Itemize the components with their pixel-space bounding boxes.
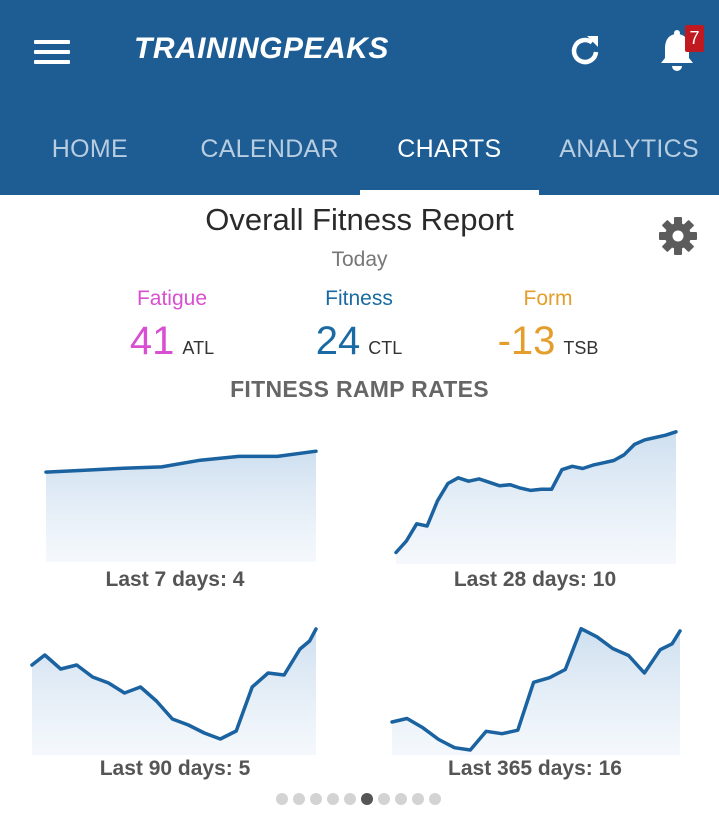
page-dot[interactable] [412,793,424,805]
page-dot[interactable] [344,793,356,805]
tab-home[interactable]: HOME [51,135,128,163]
ramp-chart-90-days[interactable]: Last 90 days: 5 [30,605,320,785]
metric-fitness[interactable]: Fitness 24 CTL [259,287,459,364]
ramp-chart-28-days[interactable]: Last 28 days: 10 [380,420,690,600]
metric-fatigue-value: 41 [129,319,175,363]
menu-icon-line [34,40,70,44]
page-dot[interactable] [276,793,288,805]
chart-series-line [394,430,678,555]
metric-fitness-abbr: CTL [368,338,403,358]
metric-fatigue-abbr: ATL [182,338,215,358]
metric-fitness-label: Fitness [325,287,393,310]
ramp-chart-svg [44,449,318,562]
page-dot[interactable] [429,793,441,805]
chart-area-fill [396,431,676,564]
menu-button[interactable] [34,38,70,66]
metric-form[interactable]: Form -13 TSB [448,287,648,364]
ramp-chart-svg [394,430,678,564]
metric-form-label: Form [523,287,573,310]
tab-charts[interactable]: CHARTS [359,118,540,195]
ramp-rates-heading: FITNESS RAMP RATES [230,376,489,402]
ramp-chart-svg [390,626,682,755]
metric-fatigue-label: Fatigue [136,287,208,310]
tab-analytics[interactable]: ANALYTICS [559,135,700,163]
page-dot[interactable] [293,793,305,805]
ramp-chart-svg [30,627,318,755]
app-header: TRAININGPEAKS 7 HOME CALENDAR CHARTS ANA… [0,0,719,195]
metric-fitness-value: 24 [315,319,361,363]
ramp-chart-7-days[interactable]: Last 7 days: 4 [30,420,320,600]
chart-area-fill [32,629,316,755]
gear-icon[interactable] [658,216,698,256]
menu-icon-line [34,60,70,64]
notification-badge[interactable]: 7 [685,25,704,52]
ramp-chart-caption: Last 365 days: 16 [448,757,622,780]
metric-form-abbr: TSB [563,338,599,358]
chart-series-line [390,626,682,752]
ramp-chart-caption: Last 7 days: 4 [105,568,245,591]
app-logo: TRAININGPEAKS [134,32,389,65]
page-dot[interactable] [310,793,322,805]
metric-form-value: -13 [497,319,556,363]
refresh-icon[interactable] [566,32,604,70]
ramp-chart-caption: Last 90 days: 5 [99,757,251,780]
ramp-chart-caption: Last 28 days: 10 [453,568,617,591]
main-tabs: HOME CALENDAR CHARTS ANALYTICS [0,118,719,195]
ramp-chart-365-days[interactable]: Last 365 days: 16 [380,605,690,785]
chart-area-fill [392,628,680,755]
menu-icon-line [34,50,70,54]
chart-series-line [30,627,318,741]
page-dot[interactable] [395,793,407,805]
page-dot[interactable] [361,793,373,805]
chart-area-fill [46,451,316,562]
page-dot[interactable] [327,793,339,805]
chart-series-line [44,449,318,474]
page-dot[interactable] [378,793,390,805]
metric-fatigue[interactable]: Fatigue 41 ATL [72,287,272,364]
report-title: Overall Fitness Report [205,202,514,237]
tab-calendar[interactable]: CALENDAR [200,135,339,163]
page-indicator [276,793,441,805]
report-date: Today [331,248,388,271]
